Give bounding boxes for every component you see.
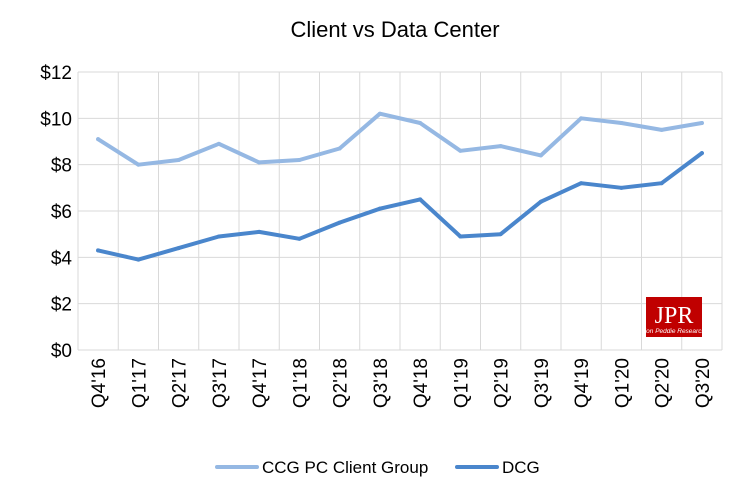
data-point-ccg (579, 116, 584, 121)
x-axis-ticks: Q4'16 Q1'17 Q2'17 Q3'17 Q4'17 Q1'18 Q2'18 Q3'18… (89, 358, 714, 408)
data-point-dcg (538, 199, 543, 204)
legend-label-ccg: CCG PC Client Group (262, 458, 428, 477)
data-point-dcg (337, 220, 342, 225)
data-point-ccg (659, 127, 664, 132)
data-point-dcg (659, 181, 664, 186)
series-line-ccg (96, 111, 704, 167)
data-point-ccg (377, 111, 382, 116)
x-tick-label: Q1'17 (129, 358, 150, 408)
y-tick-label: $8 (51, 156, 72, 177)
y-axis-ticks: $0 $2 $4 $6 $8 $10 $12 (40, 63, 72, 362)
data-point-dcg (458, 234, 463, 239)
jpr-logo-background (646, 297, 702, 337)
data-point-ccg (498, 144, 503, 149)
data-point-dcg (297, 236, 302, 241)
series-layer (96, 111, 704, 262)
data-point-ccg (619, 120, 624, 125)
jpr-logo-text: JPR (655, 303, 694, 329)
data-point-dcg (136, 257, 141, 262)
x-tick-label: Q4'18 (411, 358, 432, 408)
x-tick-label: Q2'20 (653, 358, 674, 408)
data-point-ccg (96, 137, 101, 142)
data-point-dcg (418, 197, 423, 202)
x-tick-label: Q3'20 (693, 358, 714, 408)
data-point-dcg (377, 206, 382, 211)
series-line-dcg (96, 151, 704, 262)
jpr-logo-subtext: Jon Peddie Research (642, 328, 706, 335)
data-point-dcg (257, 229, 262, 234)
data-point-ccg (418, 120, 423, 125)
x-tick-label: Q2'19 (492, 358, 513, 408)
x-tick-label: Q1'19 (451, 358, 472, 408)
x-tick-label: Q1'20 (612, 358, 633, 408)
jpr-logo: JPR Jon Peddie Research (642, 297, 706, 337)
data-point-ccg (136, 162, 141, 167)
y-tick-label: $6 (51, 202, 72, 223)
y-tick-label: $12 (40, 63, 72, 84)
data-point-ccg (176, 158, 181, 163)
data-point-ccg (257, 160, 262, 165)
data-point-ccg (699, 120, 704, 125)
data-point-ccg (458, 148, 463, 153)
x-tick-label: Q3'17 (210, 358, 231, 408)
data-point-ccg (297, 158, 302, 163)
x-tick-label: Q3'18 (371, 358, 392, 408)
y-tick-label: $2 (51, 295, 72, 316)
grid-layer (77, 71, 723, 351)
x-tick-label: Q3'19 (532, 358, 553, 408)
y-tick-label: $0 (51, 341, 72, 362)
y-tick-label: $10 (40, 109, 72, 130)
x-tick-label: Q4'19 (572, 358, 593, 408)
y-tick-label: $4 (51, 248, 73, 269)
x-tick-label: Q1'18 (290, 358, 311, 408)
data-point-dcg (176, 246, 181, 251)
x-tick-label: Q4'17 (250, 358, 271, 408)
data-point-dcg (96, 248, 101, 253)
data-point-ccg (337, 146, 342, 151)
legend-label-dcg: DCG (502, 458, 540, 477)
data-point-dcg (619, 185, 624, 190)
data-point-dcg (216, 234, 221, 239)
data-point-dcg (579, 181, 584, 186)
x-tick-label: Q4'16 (89, 358, 110, 408)
data-point-dcg (498, 232, 503, 237)
legend: CCG PC Client Group DCG (215, 458, 540, 477)
data-point-ccg (216, 141, 221, 146)
x-tick-label: Q2'17 (170, 358, 191, 408)
x-tick-label: Q2'18 (331, 358, 352, 408)
data-point-dcg (699, 151, 704, 156)
chart-title: Client vs Data Center (290, 17, 499, 42)
data-point-ccg (538, 153, 543, 158)
